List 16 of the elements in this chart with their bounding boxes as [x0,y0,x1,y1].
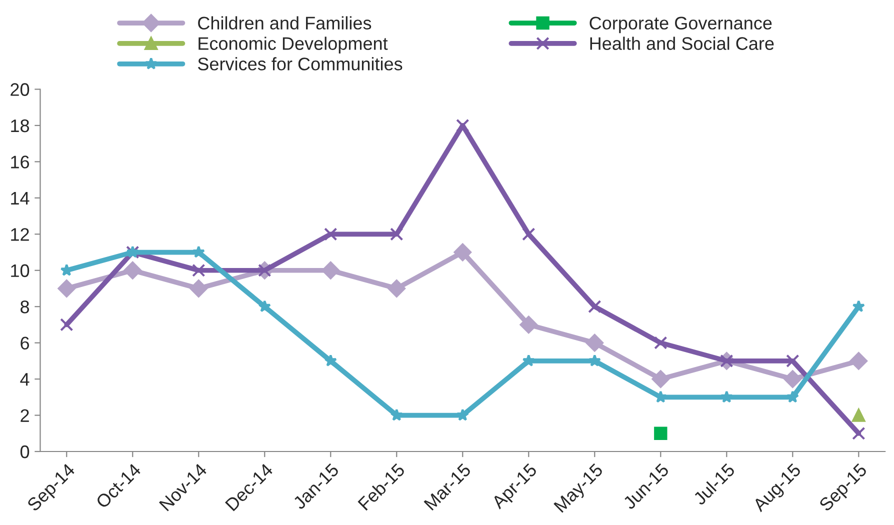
legend-label: Health and Social Care [590,36,774,50]
y-tick-label: 18 [11,119,30,132]
y-tick-label: 4 [20,373,30,386]
y-tick-label: 6 [20,336,30,350]
y-tick-label: 12 [11,228,29,241]
legend-label: Corporate Governance [590,16,772,34]
y-tick-label: 2 [20,409,29,422]
y-tick-label: 14 [11,192,30,204]
y-tick-label: 20 [10,83,30,96]
y-tick-label: 8 [20,300,30,314]
legend-label: Economic Development [198,36,388,54]
y-tick-label: 0 [20,445,30,458]
legend-label: Services for Communities [198,57,402,70]
legend-label: Children and Families [198,16,372,30]
y-tick-label: 10 [11,264,30,278]
y-tick-label: 16 [11,156,30,168]
